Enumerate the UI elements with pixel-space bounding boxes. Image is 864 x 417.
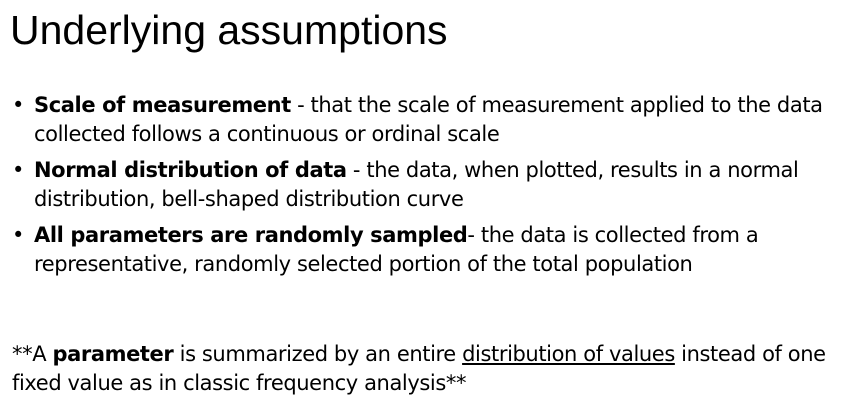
bullet-list: • Scale of measurement - that the scale … [12, 91, 860, 286]
bullet-icon: • [12, 93, 24, 117]
slide-title: Underlying assumptions [10, 7, 448, 53]
footnote-bold-term: parameter [52, 342, 174, 366]
bullet-text: - the data is collected from a represent… [34, 223, 759, 276]
footnote-suffix: instead of one fixed value as in classic… [12, 342, 826, 395]
bullet-term: Scale of measurement [34, 93, 291, 117]
bullet-term: Normal distribution of data [34, 158, 347, 182]
bullet-text: - the data, when plotted, results in a n… [34, 158, 799, 211]
bullet-item-scale-of-measurement: • Scale of measurement - that the scale … [12, 91, 860, 149]
bullet-icon: • [12, 223, 24, 247]
bullet-item-normal-distribution: • Normal distribution of data - the data… [12, 156, 860, 214]
bullet-term: All parameters are randomly sampled [34, 223, 468, 247]
bullet-text: - that the scale of measurement applied … [34, 93, 823, 146]
footnote-prefix: **A [12, 342, 53, 366]
bullet-item-randomly-sampled: • All parameters are randomly sampled- t… [12, 221, 860, 279]
bullet-icon: • [12, 158, 24, 182]
footnote-middle: is summarized by an entire [173, 342, 463, 366]
footnote: **A parameter is summarized by an entire… [12, 340, 860, 398]
footnote-underlined-term: distribution of values [462, 342, 675, 366]
